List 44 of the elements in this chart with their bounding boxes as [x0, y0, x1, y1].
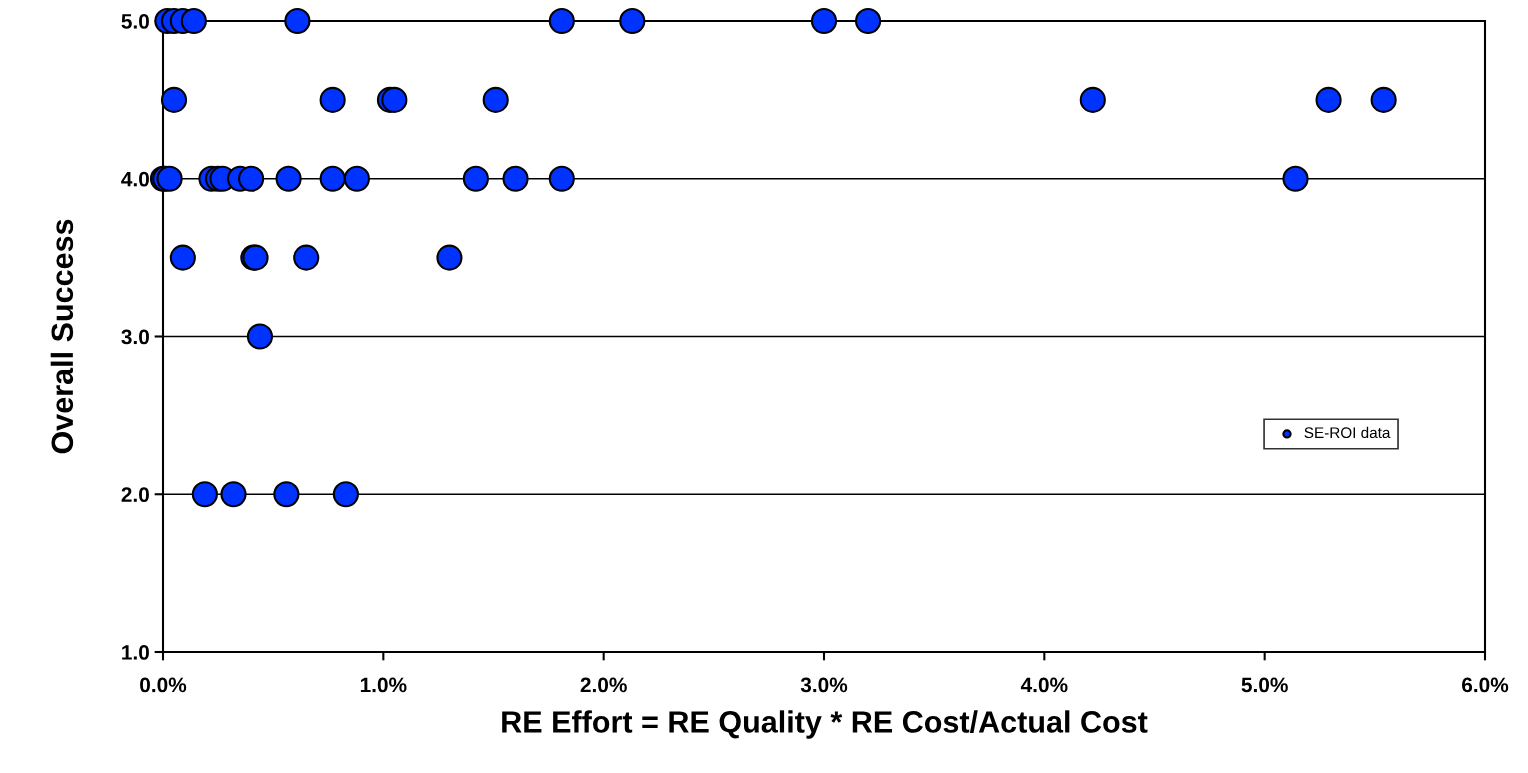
point	[548, 7, 575, 35]
x-tick-label: 0.0%	[140, 677, 187, 693]
x-tick-label: 3.0%	[800, 677, 848, 693]
point	[220, 481, 247, 508]
point	[319, 165, 346, 192]
point	[810, 7, 838, 35]
point	[275, 165, 302, 192]
point	[180, 7, 207, 35]
y-tick-label: 5.0	[121, 14, 149, 29]
point	[238, 165, 265, 192]
point	[436, 244, 463, 271]
point	[246, 323, 274, 350]
point	[169, 244, 196, 271]
y-tick-label: 3.0	[121, 329, 149, 345]
x-tick-label: 5.0%	[1241, 677, 1288, 693]
point	[1282, 165, 1309, 192]
x-tick-label: 1.0%	[360, 677, 407, 693]
y-axis-title: Overall Success	[50, 219, 74, 454]
point	[502, 165, 529, 192]
point	[284, 7, 311, 35]
point	[332, 481, 359, 508]
legend-label: SE-ROI data	[1304, 426, 1391, 439]
x-tick-label: 6.0%	[1462, 677, 1509, 693]
x-tick-label: 2.0%	[580, 677, 627, 693]
point	[619, 7, 646, 35]
point	[381, 86, 408, 113]
x-axis-title: RE Effort = RE Quality * RE Cost/Actual Cost	[502, 710, 1148, 739]
point	[1370, 86, 1397, 113]
point	[855, 7, 882, 35]
y-tick-label: 1.0	[122, 645, 149, 660]
point	[462, 165, 489, 192]
point	[1315, 86, 1342, 113]
y-tick-label: 2.0	[121, 487, 149, 502]
point	[343, 165, 370, 192]
point	[160, 86, 188, 113]
point	[548, 165, 575, 192]
point	[273, 481, 300, 508]
x-tick-label: 4.0%	[1020, 677, 1068, 693]
y-tick-label: 4.0	[121, 171, 149, 187]
point	[191, 481, 218, 508]
point	[293, 244, 320, 271]
point	[482, 86, 509, 113]
point	[319, 86, 346, 113]
point	[1079, 86, 1106, 113]
